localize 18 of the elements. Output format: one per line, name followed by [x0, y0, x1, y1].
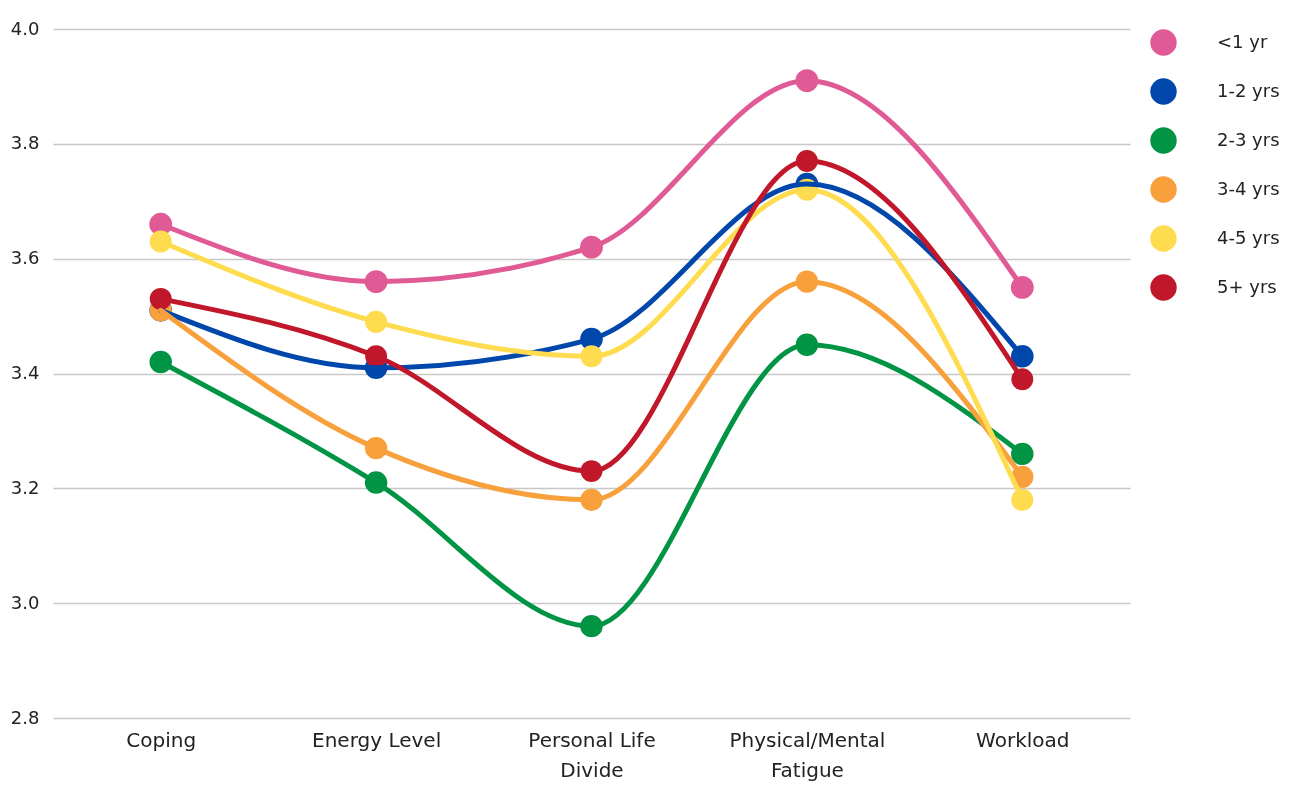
- legend-label: 1-2 yrs: [1217, 79, 1280, 101]
- y-tick-label: 3.6: [10, 247, 40, 269]
- legend-label: 3-4 yrs: [1217, 177, 1280, 199]
- x-tick-label: Coping: [126, 727, 197, 752]
- y-tick-label: 3.4: [10, 362, 40, 383]
- legend-label: 2-3 yrs: [1217, 128, 1280, 150]
- x-tick-label: Workload: [976, 727, 1070, 752]
- y-tick-label: 2.8: [10, 706, 40, 728]
- x-tick-label: Energy Level: [312, 727, 442, 752]
- y-tick-label: 4.0: [10, 17, 40, 39]
- y-tick-label: 3.8: [10, 132, 40, 154]
- y-tick-label: 3.2: [10, 476, 40, 498]
- legend-label: <1 yr: [1217, 30, 1268, 52]
- legend-label: 4-5 yrs: [1217, 226, 1280, 248]
- y-tick-label: 3.0: [10, 591, 40, 613]
- x-tick-label: Physical/Mental Fatigue: [729, 727, 886, 782]
- legend-label: 5+ yrs: [1217, 275, 1277, 297]
- x-tick-label: Personal Life Divide: [528, 727, 656, 782]
